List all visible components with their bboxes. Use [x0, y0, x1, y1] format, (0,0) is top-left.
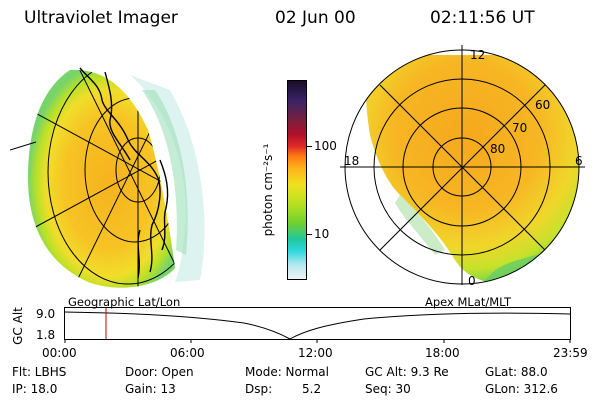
- coastlines: [79, 67, 169, 279]
- info-ip: IP: 18.0: [12, 382, 58, 396]
- time-tick-1200: 12:00: [298, 346, 333, 360]
- altitude-curve: [64, 311, 571, 340]
- grid-tick: [10, 141, 37, 151]
- altitude-plot: [64, 307, 571, 343]
- info-door: Door: Open: [125, 365, 194, 379]
- color-scale-bar: [287, 80, 307, 280]
- info-glat: GLat: 88.0: [485, 365, 548, 379]
- polar-grid: [340, 45, 585, 285]
- time-tick-2359: 23:59: [553, 346, 588, 360]
- altitude-ytick-low: 1.8: [36, 328, 56, 342]
- geographic-image: [10, 67, 205, 288]
- info-gc-alt: GC Alt: 9.3 Re: [365, 365, 449, 379]
- mlat-label-60: 60: [535, 98, 550, 112]
- time-tick-1800: 18:00: [425, 346, 460, 360]
- time-tick-0600: 06:00: [170, 346, 205, 360]
- instrument-title: Ultraviolet Imager: [24, 8, 178, 28]
- colorbar-label-100: 100: [314, 139, 337, 153]
- info-seq: Seq: 30: [365, 382, 411, 396]
- info-dsp-label: Dsp:: [245, 382, 273, 396]
- info-mode: Mode: Normal: [245, 365, 329, 379]
- date-text: 02 Jun 00: [275, 8, 356, 28]
- altitude-plot-frame: [64, 307, 571, 340]
- info-glon: GLon: 312.6: [485, 382, 558, 396]
- right-panel-label: Apex MLat/MLT: [425, 295, 512, 309]
- mlt-label-6: 6: [575, 154, 583, 168]
- altitude-ytick-high: 9.0: [36, 307, 56, 321]
- mlt-label-12: 12: [470, 48, 485, 62]
- colorbar-tick-100: [307, 146, 312, 147]
- info-dsp-value: 5.2: [302, 382, 322, 396]
- colorbar-tick-10: [307, 234, 312, 235]
- mlat-label-80: 80: [490, 142, 505, 156]
- mlat-label-70: 70: [512, 121, 527, 135]
- polar-plot: 12 18 6 0 60 70 80: [340, 45, 585, 288]
- mlt-label-0: 0: [468, 274, 476, 288]
- colorbar-unit-label: photon cm⁻²s⁻¹: [261, 143, 275, 237]
- info-flt: Flt: LBHS: [12, 365, 67, 379]
- polar-emission: [365, 55, 579, 284]
- altitude-ylabel: GC Alt: [11, 307, 25, 345]
- time-tick-0000: 00:00: [42, 346, 77, 360]
- info-gain: Gain: 13: [125, 382, 176, 396]
- time-text: 02:11:56 UT: [430, 8, 535, 28]
- colorbar-label-10: 10: [314, 227, 330, 241]
- left-panel-label: Geographic Lat/Lon: [68, 295, 181, 309]
- mlt-label-18: 18: [344, 154, 359, 168]
